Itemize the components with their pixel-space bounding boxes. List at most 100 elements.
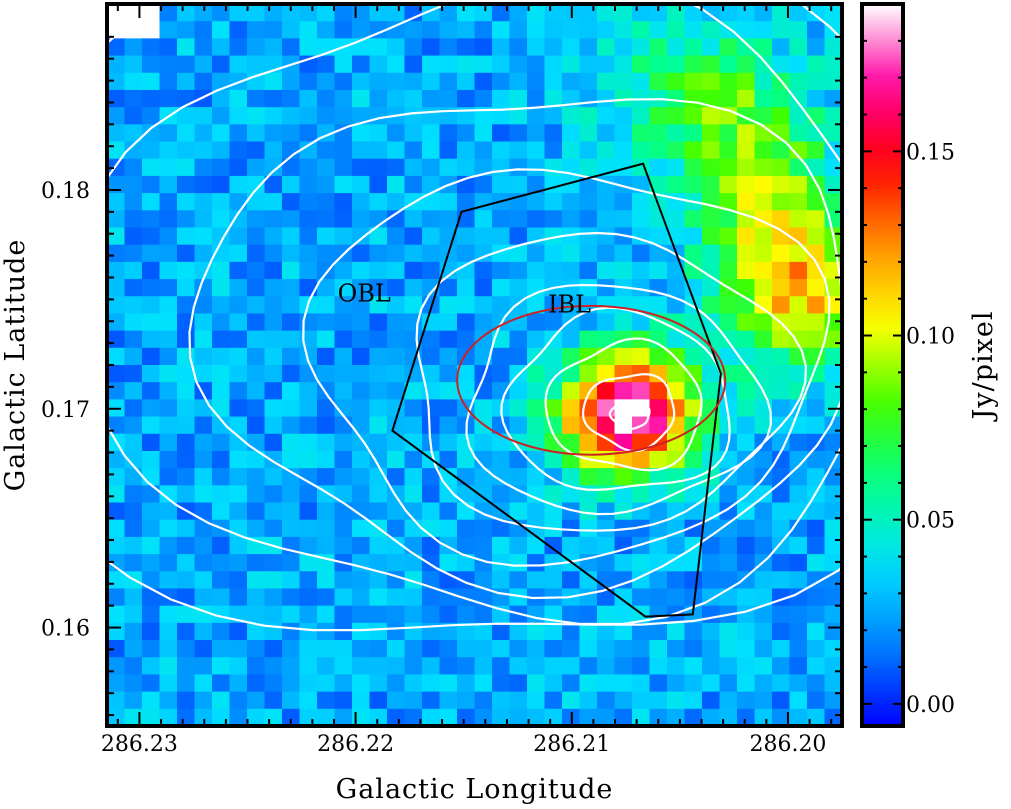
- heatmap-cell: [509, 4, 528, 22]
- heatmap-cell: [667, 519, 686, 538]
- heatmap-cell: [142, 107, 161, 125]
- heatmap-cell: [124, 244, 143, 263]
- heatmap-cell: [737, 261, 756, 280]
- heatmap-cell: [317, 519, 336, 538]
- heatmap-cell: [422, 210, 441, 229]
- heatmap-cell: [107, 588, 126, 607]
- heatmap-cell: [124, 588, 143, 607]
- heatmap-cell: [632, 468, 651, 486]
- heatmap-cell: [737, 313, 756, 332]
- heatmap-cell: [334, 657, 353, 676]
- heatmap-cell: [177, 399, 196, 418]
- heatmap-cell: [422, 141, 441, 160]
- heatmap-cell: [159, 227, 178, 246]
- heatmap-cell: [352, 399, 371, 418]
- heatmap-cell: [649, 433, 668, 452]
- heatmap-cell: [159, 657, 178, 676]
- heatmap-cell: [702, 175, 721, 194]
- heatmap-cell: [299, 502, 318, 521]
- heatmap-cell: [107, 365, 126, 383]
- heatmap-cell: [142, 227, 161, 246]
- heatmap-cell: [264, 107, 283, 125]
- heatmap-cell: [579, 261, 598, 280]
- heatmap-cell: [702, 141, 721, 160]
- heatmap-cell: [177, 158, 196, 177]
- heatmap-cell: [352, 347, 371, 366]
- heatmap-cell: [247, 141, 266, 160]
- heatmap-cell: [107, 72, 126, 91]
- heatmap-cell: [194, 38, 213, 57]
- heatmap-cell: [387, 365, 406, 383]
- heatmap-cell: [317, 640, 336, 658]
- heatmap-cell: [579, 433, 598, 452]
- heatmap-cell: [807, 296, 826, 315]
- heatmap-cell: [177, 554, 196, 572]
- heatmap-cell: [352, 450, 371, 469]
- heatmap-cell: [264, 399, 283, 418]
- heatmap-cell: [142, 21, 161, 39]
- heatmap-cell: [439, 124, 458, 143]
- heatmap-cell: [422, 674, 441, 693]
- heatmap-cell: [614, 708, 633, 726]
- heatmap-cell: [159, 365, 178, 383]
- heatmap-cell: [334, 450, 353, 469]
- heatmap-cell: [702, 691, 721, 710]
- heatmap-cell: [212, 261, 231, 280]
- heatmap-cell: [404, 691, 423, 710]
- heatmap-cell: [737, 124, 756, 143]
- heatmap-cell: [702, 193, 721, 211]
- heatmap-cell: [562, 640, 581, 658]
- heatmap-cell: [212, 571, 231, 590]
- heatmap-cell: [509, 89, 528, 108]
- heatmap-cell: [544, 622, 563, 641]
- heatmap-cell: [719, 89, 738, 108]
- heatmap-cell: [212, 365, 231, 383]
- heatmap-cell: [527, 365, 546, 383]
- heatmap-cell: [439, 89, 458, 108]
- heatmap-cell: [422, 347, 441, 366]
- heatmap-cell: [142, 502, 161, 521]
- heatmap-cell: [614, 605, 633, 624]
- heatmap-cell: [282, 433, 301, 452]
- heatmap-cell: [194, 141, 213, 160]
- heatmap-cell: [824, 38, 842, 57]
- heatmap-cell: [194, 89, 213, 108]
- heatmap-cell: [124, 605, 143, 624]
- heatmap-cell: [614, 365, 633, 383]
- heatmap-cell: [299, 588, 318, 607]
- contour-line: [465, 283, 772, 516]
- heatmap-cell: [352, 330, 371, 349]
- heatmap-cell: [299, 485, 318, 504]
- heatmap-cell: [159, 4, 178, 22]
- heatmap-cell: [299, 433, 318, 452]
- heatmap-cell: [527, 450, 546, 469]
- heatmap-cell: [352, 691, 371, 710]
- heatmap-cell: [212, 485, 231, 504]
- heatmap-cell: [632, 72, 651, 91]
- heatmap-cell: [264, 365, 283, 383]
- heatmap-cell: [754, 330, 773, 349]
- heatmap-cell: [159, 330, 178, 349]
- heatmap-cell: [492, 89, 511, 108]
- heatmap-cell: [667, 55, 686, 74]
- heatmap-cell: [457, 227, 476, 246]
- heatmap-cell: [562, 416, 581, 435]
- heatmap-cell: [737, 468, 756, 486]
- heatmap-cell: [789, 313, 808, 332]
- heatmap-cell: [177, 296, 196, 315]
- heatmap-cell: [282, 674, 301, 693]
- heatmap-cell: [509, 485, 528, 504]
- heatmap-cell: [632, 640, 651, 658]
- heatmap-cell: [474, 4, 493, 22]
- heatmap-cell: [439, 485, 458, 504]
- heatmap-cell: [597, 279, 616, 297]
- heatmap-cell: [789, 365, 808, 383]
- heatmap-cell: [614, 193, 633, 211]
- heatmap-cell: [597, 433, 616, 452]
- heatmap-cell: [264, 38, 283, 57]
- heatmap-cell: [474, 175, 493, 194]
- heatmap-cell: [369, 605, 388, 624]
- heatmap-cell: [317, 622, 336, 641]
- heatmap-cell: [124, 485, 143, 504]
- heatmap-cell: [544, 210, 563, 229]
